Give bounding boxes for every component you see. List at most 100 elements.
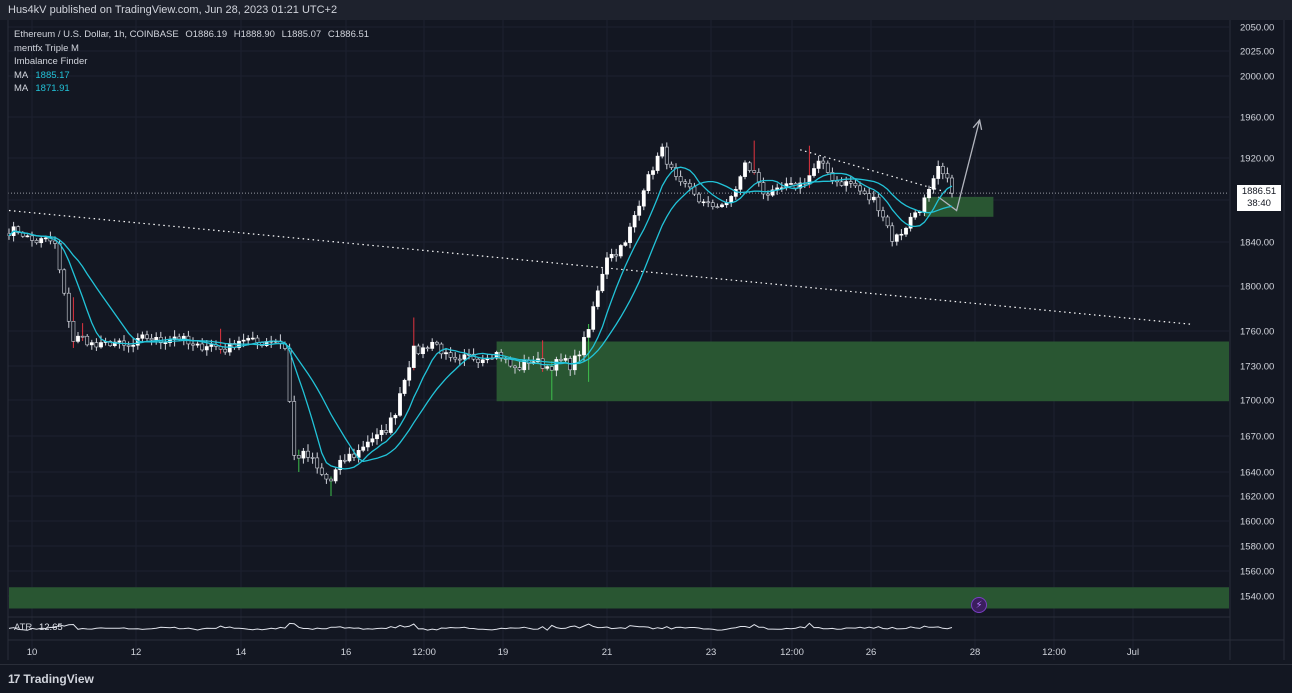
ma-fast-value: 1885.17 (35, 69, 70, 81)
candle-body (379, 430, 384, 435)
candle-body (448, 352, 453, 358)
candle-body (867, 193, 872, 201)
candle-body (94, 342, 99, 348)
candle-body (710, 202, 715, 207)
y-tick-label: 1730.00 (1240, 362, 1274, 373)
ma-fast-label: MA (14, 69, 28, 81)
candle-body (476, 358, 481, 363)
candle-body (66, 292, 71, 322)
symbol-line[interactable]: Ethereum / U.S. Dollar, 1h, COINBASE O18… (14, 28, 369, 42)
candle-body (342, 459, 347, 462)
candle-body (25, 235, 30, 238)
candle-body (908, 216, 913, 229)
candle-body (586, 329, 591, 338)
publisher-bar: Hus4kV published on TradingView.com, Jun… (0, 0, 1292, 20)
candle-body (632, 215, 637, 228)
candle-body (117, 340, 122, 343)
y-tick-label: 1840.00 (1240, 238, 1274, 249)
tv-brand-text: TradingView (23, 672, 94, 686)
candle-body (430, 341, 435, 349)
candle-body (131, 344, 136, 347)
candle-body (945, 173, 950, 179)
candle-body (71, 320, 76, 342)
x-tick-label: 12:00 (412, 647, 436, 658)
candle-body (830, 172, 835, 181)
published-text: Hus4kV published on TradingView.com, Jun… (8, 4, 338, 16)
x-tick-label: 10 (27, 647, 38, 658)
candle-body (641, 190, 646, 207)
candle-body (687, 182, 692, 188)
candle-body (53, 240, 57, 244)
candle-body (421, 347, 425, 355)
indicator-imbalance-finder[interactable]: Imbalance Finder (14, 56, 88, 67)
y-tick-label: 2050.00 (1240, 23, 1274, 34)
candle-body (646, 174, 651, 191)
indicator-ma-slow[interactable]: MA 1871.91 (14, 82, 369, 96)
trendline-dotted (800, 149, 953, 195)
candle-body (623, 242, 628, 246)
candle-body (457, 358, 462, 361)
candle-body (250, 337, 255, 340)
candle-body (16, 226, 21, 233)
candle-body (825, 162, 830, 173)
candle-body (577, 354, 582, 357)
candle-body (766, 193, 770, 196)
candle-body (145, 334, 149, 339)
candle-body (181, 335, 186, 340)
x-tick-label: 28 (970, 647, 981, 658)
candle-body (931, 178, 936, 190)
candle-body (439, 343, 444, 355)
x-tick-label: 23 (706, 647, 717, 658)
tradingview-logo[interactable]: 17 TradingView (8, 672, 94, 686)
candle-body (821, 160, 826, 164)
atr-legend[interactable]: ATR 12.65 (14, 622, 63, 633)
ma-fast-line (8, 166, 953, 470)
candle-body (241, 339, 246, 342)
candle-body (733, 189, 738, 197)
projection-arrowhead (972, 118, 983, 131)
x-tick-label: Jul (1127, 647, 1139, 658)
candle-body (338, 459, 343, 471)
candle-body (310, 457, 315, 459)
bar-countdown: 38:40 (1247, 198, 1271, 209)
indicator-ma-fast[interactable]: MA 1885.17 (14, 69, 369, 83)
y-tick-label: 1620.00 (1240, 492, 1274, 503)
indicator-mentfx[interactable]: mentfx Triple M (14, 42, 79, 54)
candle-body (812, 168, 816, 176)
candle-body (554, 359, 559, 371)
trendline-dotted (8, 209, 1192, 325)
imbalance-zone (9, 587, 1229, 609)
candle-body (605, 257, 609, 275)
candle-body (108, 341, 113, 346)
projection-arrow (937, 119, 981, 212)
candle-body (209, 344, 214, 347)
candle-body (683, 181, 688, 184)
candle-body (80, 335, 85, 338)
candle-body (434, 341, 439, 345)
candle-body (319, 467, 324, 475)
flash-icon[interactable]: ⚡ (971, 597, 987, 613)
candle-body (85, 335, 90, 346)
candle-body (296, 455, 301, 459)
ohlc-close: C1886.51 (327, 29, 370, 40)
candle-body (940, 166, 945, 175)
candle-body (223, 348, 228, 353)
atr-label: ATR (14, 622, 33, 633)
chart-legend: Ethereum / U.S. Dollar, 1h, COINBASE O18… (14, 28, 369, 96)
candle-body (393, 415, 398, 419)
candle-body (39, 238, 44, 244)
candle-body (375, 434, 379, 440)
trendlines (8, 118, 1229, 325)
candle-body (140, 334, 145, 339)
ohlc-high: H1888.90 (233, 29, 275, 40)
footer-bar: 17 TradingView (0, 664, 1292, 693)
candle-body (324, 474, 329, 480)
candle-body (761, 182, 766, 195)
candle-body (637, 205, 642, 216)
candle-body (678, 176, 683, 183)
candle-body (664, 146, 669, 165)
candle-body (402, 379, 407, 394)
candle-body (388, 417, 393, 433)
